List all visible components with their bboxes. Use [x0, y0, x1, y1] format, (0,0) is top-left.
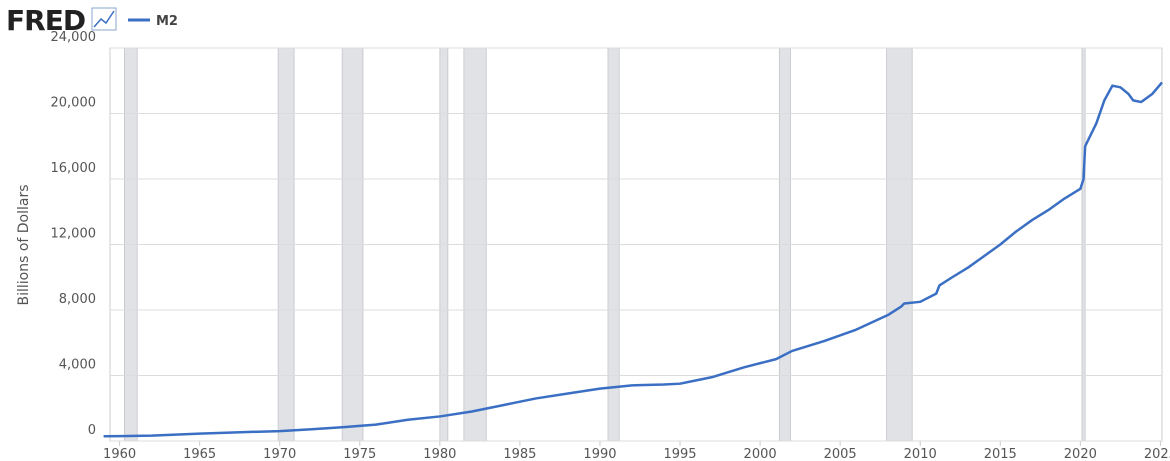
legend-label: M2	[156, 14, 178, 29]
y-tick-label: 12,000	[51, 227, 97, 242]
x-tick-label: 1985	[503, 447, 536, 461]
x-tick-label: 1960	[103, 447, 136, 461]
x-tick-label: 2005	[824, 447, 857, 461]
y-tick-label: 0	[88, 423, 96, 438]
y-tick-label: 20,000	[51, 96, 97, 111]
x-tick-label: 1995	[663, 447, 696, 461]
y-tick-label: 16,000	[51, 161, 97, 176]
x-tick-label: 1980	[423, 447, 456, 461]
x-tick-label: 2010	[904, 447, 937, 461]
series-line	[103, 81, 1163, 438]
y-tick-label: 24,000	[51, 30, 97, 45]
y-tick-label: 4,000	[59, 358, 96, 373]
x-tick-label: 2015	[984, 447, 1017, 461]
x-tick-label: 1990	[583, 447, 616, 461]
x-tick-label: 1970	[263, 447, 296, 461]
x-tick-label: 1975	[343, 447, 376, 461]
y-axis-label: Billions of Dollars	[16, 184, 32, 305]
x-tick-label: 2025	[1144, 447, 1170, 461]
x-tick-label: 1965	[183, 447, 216, 461]
y-tick-label: 8,000	[59, 292, 96, 307]
x-tick-label: 2020	[1064, 447, 1097, 461]
logo-icon	[91, 7, 117, 31]
brand-logo: FRED	[6, 4, 85, 37]
x-tick-label: 2000	[744, 447, 777, 461]
